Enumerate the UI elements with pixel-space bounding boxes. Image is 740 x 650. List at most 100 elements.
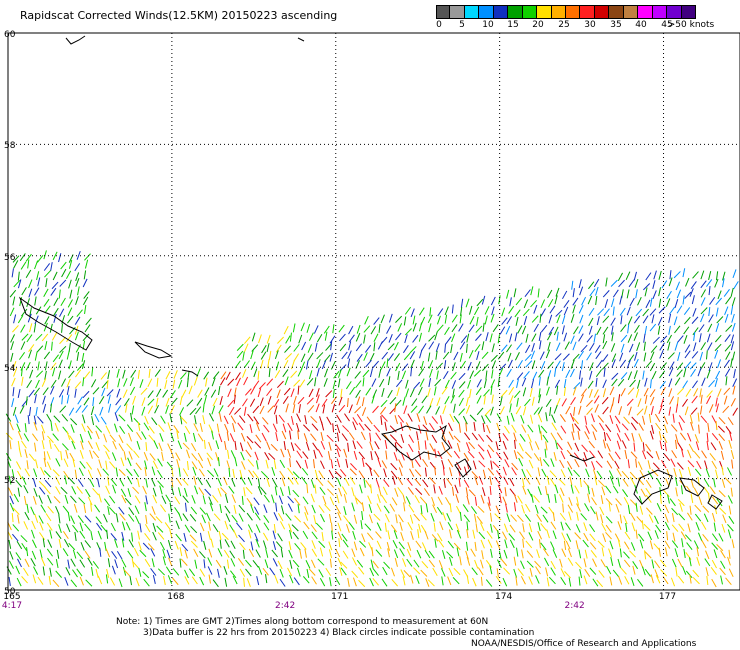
wind-barb	[267, 405, 275, 413]
wind-barb	[304, 415, 307, 425]
wind-barb	[466, 556, 471, 566]
wind-barb	[410, 308, 415, 318]
wind-barb	[334, 443, 342, 452]
wind-barb	[44, 316, 50, 325]
wind-barb	[16, 423, 21, 433]
wind-barb	[637, 398, 642, 408]
coastline-segment	[707, 494, 723, 510]
wind-barb	[451, 304, 454, 314]
wind-barb	[67, 315, 74, 324]
wind-barb	[305, 441, 310, 451]
wind-barb	[249, 424, 253, 434]
wind-barb	[554, 367, 557, 377]
wind-barb	[722, 271, 726, 281]
wind-barb	[240, 476, 246, 485]
wind-barb	[708, 362, 713, 372]
wind-barb	[346, 397, 349, 408]
wind-barb	[511, 462, 518, 471]
wind-barb	[546, 332, 553, 341]
wind-barb	[105, 451, 110, 460]
wind-barb	[253, 416, 260, 425]
wind-barb	[515, 297, 523, 306]
wind-barb	[141, 431, 147, 440]
wind-barb	[699, 351, 703, 361]
wind-barb	[152, 460, 158, 470]
wind-barb	[342, 425, 350, 433]
wind-barb	[285, 403, 289, 413]
wind-barb	[487, 539, 493, 548]
wind-barb	[125, 522, 131, 531]
wind-barb	[490, 460, 493, 470]
wind-barb	[449, 413, 455, 423]
wind-barb	[209, 502, 214, 512]
wind-barb	[132, 561, 140, 569]
wind-barb	[614, 451, 621, 460]
wind-barb	[198, 468, 205, 477]
wind-barb	[71, 485, 77, 495]
wind-barb	[503, 523, 508, 533]
wind-barb	[592, 578, 599, 587]
wind-barb	[150, 568, 157, 576]
wind-barb	[67, 307, 73, 316]
wind-barb	[651, 370, 657, 380]
wind-barb	[274, 574, 279, 584]
wind-barb	[659, 494, 662, 504]
wind-barb	[700, 313, 705, 323]
wind-barb	[262, 567, 269, 576]
wind-barb	[522, 308, 530, 317]
wind-barb	[270, 443, 278, 452]
wind-barb	[693, 540, 699, 549]
wind-barb	[172, 379, 176, 389]
wind-barb	[667, 494, 670, 504]
wind-barb	[370, 451, 373, 461]
wind-barb	[441, 576, 444, 586]
wind-barb	[391, 578, 399, 587]
wind-barb	[193, 548, 199, 558]
wind-barb	[410, 531, 414, 540]
wind-barb	[468, 305, 473, 315]
wind-barb	[408, 434, 415, 443]
wind-barb	[211, 430, 214, 440]
wind-barb	[169, 529, 173, 539]
wind-barb	[546, 577, 550, 587]
wind-barb	[608, 470, 614, 479]
wind-barb	[561, 548, 567, 557]
wind-barb	[184, 576, 190, 585]
wind-barb	[316, 359, 321, 368]
wind-barb	[329, 496, 335, 506]
wind-barb	[397, 487, 404, 495]
wind-barb	[173, 370, 178, 379]
wind-barb	[74, 263, 81, 272]
wind-barb	[605, 485, 612, 494]
wind-barb	[290, 442, 295, 452]
wind-barb	[609, 415, 614, 424]
wind-barb	[499, 363, 507, 371]
wind-barb	[68, 407, 75, 416]
wind-barb	[215, 559, 222, 568]
wind-barb	[644, 405, 648, 415]
wind-barb	[644, 568, 651, 577]
wind-barb	[589, 450, 596, 459]
wind-barb	[248, 529, 252, 539]
wind-barb	[150, 548, 156, 557]
wind-barb	[683, 326, 690, 335]
wind-barb	[578, 405, 582, 415]
wind-barb	[536, 549, 540, 559]
wind-barb	[20, 324, 26, 333]
wind-barb	[419, 378, 425, 387]
wind-barb	[637, 477, 645, 486]
wind-barb	[720, 450, 725, 460]
wind-barb	[700, 289, 706, 298]
wind-barb	[84, 324, 91, 333]
wind-barb	[485, 579, 493, 587]
wind-barb	[490, 523, 493, 533]
wind-barb	[487, 467, 495, 476]
wind-barb	[145, 514, 148, 525]
wind-barb	[192, 432, 196, 442]
wind-barb	[306, 484, 309, 494]
wind-barb	[224, 539, 230, 548]
wind-barb	[614, 460, 620, 469]
wind-barb	[157, 469, 163, 479]
wind-barb	[66, 350, 70, 360]
wind-barb	[535, 575, 540, 584]
